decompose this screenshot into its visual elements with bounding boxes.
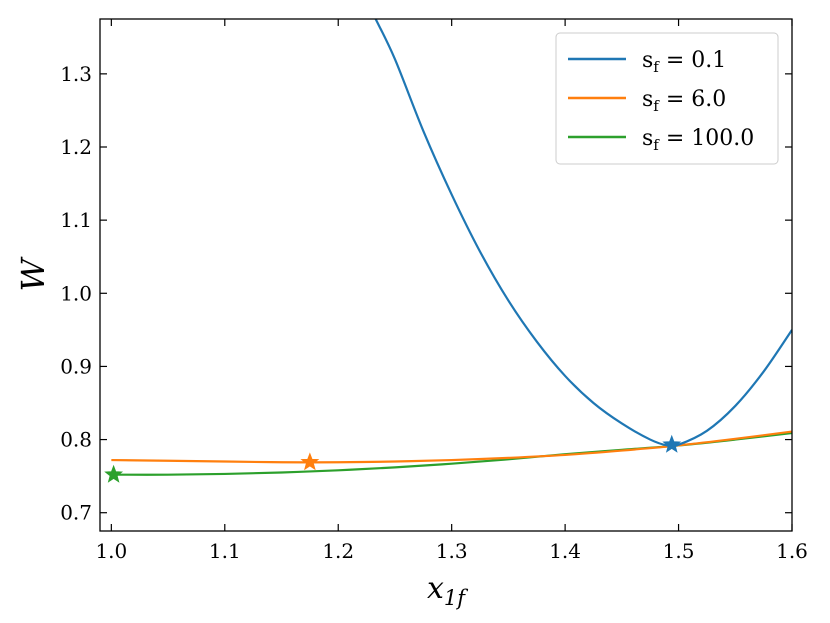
x-tick-label: 1.6 [776,539,808,563]
series-line-1 [111,430,792,464]
x-tick-label: 1.5 [663,539,695,563]
legend-entry-2: sf = 100.0 [568,126,754,154]
y-tick-label: 1.3 [60,62,92,86]
series-line-0 [374,19,792,448]
legend-label-value: = 0.1 [659,48,726,73]
legend-entry-0: sf = 0.1 [568,48,726,76]
legend-label-main: s [642,87,653,112]
legend-label-value: = 6.0 [659,87,726,112]
legend-entry-1: sf = 6.0 [568,87,726,115]
x-axis-label-subscript: 1f [444,586,468,610]
x-tick-label: 1.2 [322,539,354,563]
legend-box [555,32,779,165]
legend-label-value: = 100.0 [659,126,754,151]
y-tick-label: 1.0 [60,281,92,305]
series-layer [111,19,792,476]
legend-label-subscript: f [653,58,660,76]
legend-entries: sf = 0.1sf = 6.0sf = 100.0 [568,48,754,154]
x-tick-label: 1.0 [95,539,127,563]
legend-label-main: s [642,48,653,73]
optimum-star-marker-1 [300,452,320,471]
marker-layer [104,434,682,483]
optimum-star-marker-0 [662,434,682,453]
legend-label-subscript: f [653,136,660,154]
y-axis-label: W [14,255,52,291]
y-tick-label: 0.9 [60,354,92,378]
x-axis-label: x1f [427,571,468,610]
y-tick-label: 0.7 [60,501,92,525]
legend-label-subscript: f [653,97,660,115]
legend-label: sf = 0.1 [642,48,726,76]
legend-label: sf = 6.0 [642,87,726,115]
y-tick-label: 0.8 [60,428,92,452]
x-tick-label: 1.3 [436,539,468,563]
optimum-star-marker-2 [104,464,124,483]
legend: sf = 0.1sf = 6.0sf = 100.0 [555,32,779,165]
x-tick-label: 1.4 [549,539,581,563]
y-tick-label: 1.2 [60,135,92,159]
legend-label: sf = 100.0 [642,126,754,154]
y-axis-ticks: 0.7 0.8 0.9 1.0 1.1 1.2 1.3 [60,62,792,525]
plot-frame [99,18,793,532]
x-tick-label: 1.1 [209,539,241,563]
y-tick-label: 1.1 [60,208,92,232]
legend-label-main: s [642,126,653,151]
x-axis-label-main: x [427,571,444,606]
x-axis-ticks: 1.0 1.1 1.2 1.3 1.4 1.5 1.6 [95,19,808,563]
